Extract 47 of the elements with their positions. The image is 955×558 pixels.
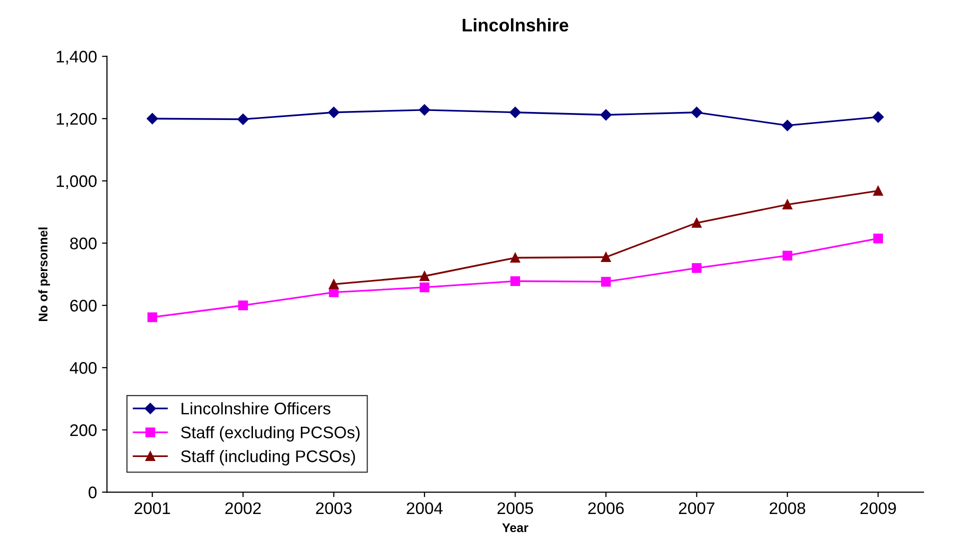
y-tick-label: 800 (70, 238, 97, 250)
point (873, 234, 883, 244)
point (600, 109, 612, 120)
y-tick-label: 1,000 (56, 175, 97, 190)
x-tick-label: 2002 (225, 502, 261, 514)
point (601, 252, 611, 262)
point (873, 186, 883, 196)
point (692, 218, 702, 228)
y-tick-label: 0 (88, 486, 97, 498)
point (510, 252, 520, 263)
legend-label: Lincolnshire Officers (182, 402, 330, 414)
x-tick-label: 2009 (860, 502, 896, 514)
legend-label: Staff (including PCSOs) (181, 450, 355, 466)
x-tick-label: 2007 (678, 502, 714, 514)
y-tick-label: 400 (70, 362, 97, 374)
legend-label: Staff (excluding PCSOs) (181, 426, 360, 442)
point (692, 263, 702, 273)
y-axis-title: No of personnel (38, 228, 50, 321)
x-tick-label: 2004 (406, 502, 443, 514)
point (510, 106, 521, 118)
x-tick-label: 2003 (316, 502, 352, 514)
x-tick-label: 2005 (498, 502, 534, 514)
point (147, 312, 158, 322)
x-tick-label: 2006 (588, 502, 624, 514)
y-tick-label: 200 (70, 424, 97, 436)
x-tick-label: 2008 (770, 502, 806, 514)
point (418, 104, 430, 116)
y-tick-label: 1,400 (56, 50, 97, 65)
point (328, 279, 339, 290)
x-axis-title: Year (502, 523, 528, 532)
point (782, 250, 792, 260)
y-tick-label: 600 (70, 300, 97, 312)
point (691, 106, 702, 118)
point (237, 114, 249, 125)
point (510, 276, 520, 286)
point (782, 120, 794, 132)
point (601, 276, 611, 287)
point (238, 300, 248, 310)
point (420, 282, 430, 292)
point (328, 106, 340, 118)
point (782, 200, 792, 210)
chart-title: Lincolnshire (462, 18, 568, 32)
x-tick-label: 2001 (134, 502, 170, 514)
y-tick-label: 1,200 (56, 113, 97, 127)
point (872, 111, 884, 123)
point (146, 113, 158, 124)
point (420, 271, 430, 281)
